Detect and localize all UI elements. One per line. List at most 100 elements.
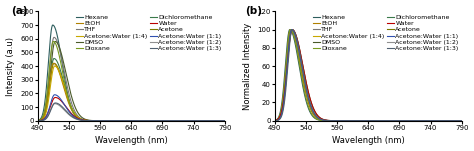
Water — [35, 120, 41, 122]
Acetone:Water (1:1) — [217, 120, 222, 122]
Acetone:Water (1:3) — [459, 120, 465, 122]
Acetone:Water (1:4) — [52, 65, 57, 67]
Acetone:Water (1:1) — [182, 120, 188, 122]
EtOH — [459, 120, 465, 122]
Acetone:Water (1:1) — [52, 94, 57, 96]
Water — [222, 120, 228, 122]
Acetone — [272, 120, 278, 122]
Hexane — [459, 120, 465, 122]
DMSO — [121, 120, 127, 122]
Acetone — [217, 120, 222, 122]
Dioxane — [419, 120, 425, 122]
Dioxane — [459, 120, 465, 122]
DMSO — [363, 120, 369, 122]
Line: Acetone:Water (1:1): Acetone:Water (1:1) — [38, 95, 225, 121]
Hexane — [454, 120, 459, 122]
Acetone:Water (1:2) — [182, 120, 188, 122]
Acetone:Water (1:4) — [45, 106, 50, 108]
Hexane — [287, 29, 292, 31]
Acetone:Water (1:3) — [45, 116, 50, 118]
EtOH — [454, 120, 459, 122]
Acetone:Water (1:2) — [419, 120, 425, 122]
DMSO — [282, 94, 287, 96]
Line: Water: Water — [38, 98, 225, 121]
Text: (a): (a) — [11, 6, 28, 16]
Dichloromethane — [272, 120, 278, 122]
Hexane — [45, 76, 50, 77]
Acetone:Water (1:1) — [454, 120, 459, 122]
Acetone:Water (1:3) — [363, 120, 369, 122]
Water — [53, 97, 58, 98]
Line: Acetone:Water (1:4): Acetone:Water (1:4) — [275, 30, 462, 121]
Acetone:Water (1:3) — [182, 120, 188, 122]
Acetone — [419, 120, 425, 122]
THF — [419, 120, 425, 122]
Acetone:Water (1:3) — [272, 120, 278, 122]
Acetone:Water (1:3) — [222, 120, 228, 122]
Acetone:Water (1:3) — [121, 120, 127, 122]
Hexane — [454, 120, 459, 122]
Line: Acetone:Water (1:3): Acetone:Water (1:3) — [38, 103, 225, 121]
DMSO — [358, 120, 364, 122]
Dichloromethane — [454, 120, 459, 122]
Line: Dioxane: Dioxane — [275, 30, 462, 121]
Line: THF: THF — [38, 37, 225, 121]
EtOH — [126, 120, 132, 122]
Acetone:Water (1:2) — [121, 120, 127, 122]
Line: Acetone:Water (1:3): Acetone:Water (1:3) — [275, 30, 462, 121]
Acetone:Water (1:3) — [217, 120, 222, 122]
X-axis label: Wavelength (nm): Wavelength (nm) — [95, 137, 168, 145]
Dichloromethane — [217, 120, 222, 122]
Water — [358, 120, 364, 122]
Line: Acetone: Acetone — [275, 30, 462, 121]
EtOH — [217, 120, 222, 122]
Acetone:Water (1:4) — [121, 120, 127, 122]
Text: (b): (b) — [245, 6, 262, 16]
Water — [45, 113, 50, 115]
Acetone:Water (1:4) — [222, 120, 228, 122]
Legend: Hexane, EtOH, THF, Acetone:Water (1:4), DMSO, Dioxane, Dichloromethane, Water, A: Hexane, EtOH, THF, Acetone:Water (1:4), … — [73, 12, 224, 54]
Line: Acetone:Water (1:2): Acetone:Water (1:2) — [38, 104, 225, 121]
Water — [419, 120, 425, 122]
EtOH — [182, 120, 188, 122]
Acetone:Water (1:4) — [454, 120, 459, 122]
Acetone:Water (1:2) — [454, 120, 459, 122]
Acetone:Water (1:3) — [454, 120, 459, 122]
Acetone:Water (1:3) — [419, 120, 425, 122]
Acetone:Water (1:1) — [126, 120, 132, 122]
Water — [454, 120, 459, 122]
Line: Dichloromethane: Dichloromethane — [275, 30, 462, 121]
THF — [182, 120, 188, 122]
Water — [363, 120, 369, 122]
DMSO — [290, 29, 295, 31]
DMSO — [459, 120, 465, 122]
Acetone:Water (1:4) — [363, 120, 369, 122]
Dioxane — [217, 120, 222, 122]
Hexane — [419, 120, 425, 122]
Acetone:Water (1:3) — [290, 29, 295, 31]
THF — [217, 120, 222, 122]
Acetone:Water (1:4) — [217, 120, 222, 122]
Acetone — [222, 120, 228, 122]
THF — [454, 120, 459, 122]
Dichloromethane — [126, 120, 132, 122]
EtOH — [288, 29, 293, 31]
Line: DMSO: DMSO — [38, 41, 225, 121]
Dichloromethane — [222, 120, 228, 122]
Acetone:Water (1:3) — [282, 102, 287, 104]
Dichloromethane — [45, 100, 50, 102]
THF — [51, 36, 57, 38]
EtOH — [363, 120, 369, 122]
Dioxane — [45, 89, 50, 91]
Acetone:Water (1:4) — [126, 120, 132, 122]
Dioxane — [358, 120, 364, 122]
Dioxane — [35, 120, 41, 122]
Dioxane — [454, 120, 459, 122]
Acetone:Water (1:1) — [419, 120, 425, 122]
Hexane — [182, 120, 188, 122]
Acetone:Water (1:1) — [454, 120, 459, 122]
THF — [454, 120, 459, 122]
Hexane — [217, 120, 222, 122]
Acetone — [454, 120, 459, 122]
Acetone:Water (1:3) — [126, 120, 132, 122]
